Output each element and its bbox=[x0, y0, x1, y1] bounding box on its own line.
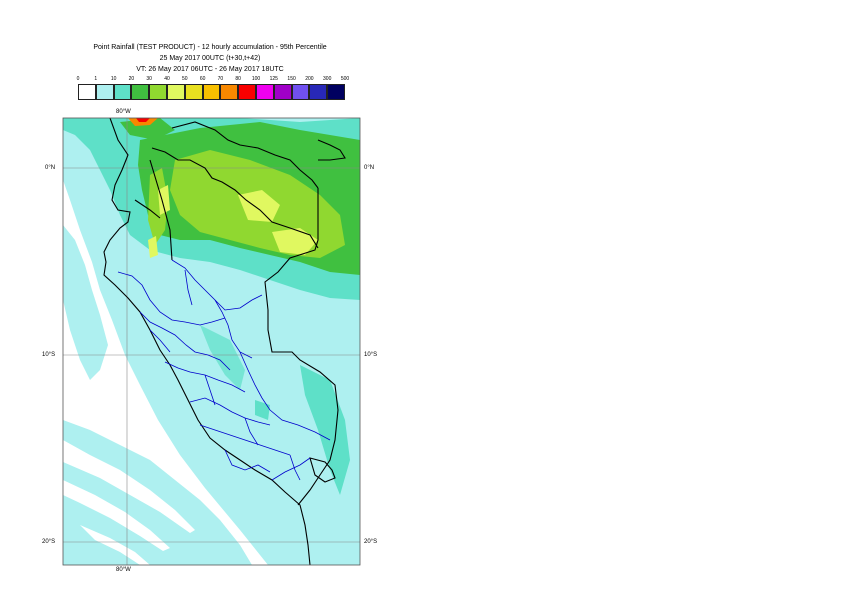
rain-field-yellow bbox=[148, 185, 318, 258]
legend-swatch bbox=[220, 84, 239, 100]
legend-threshold-label: 500 bbox=[340, 76, 350, 82]
legend-threshold-label: 10 bbox=[110, 76, 117, 82]
legend-threshold-label: 80 bbox=[235, 76, 241, 82]
legend-threshold-label: 1 bbox=[94, 76, 98, 82]
legend-swatch bbox=[78, 84, 96, 100]
title-line-2: 25 May 2017 00UTC (t+30,t+42) bbox=[159, 55, 261, 62]
legend-threshold-label: 125 bbox=[269, 76, 278, 82]
legend-threshold-label: 150 bbox=[287, 76, 296, 82]
lat-label-0-left: 0°N bbox=[45, 165, 56, 171]
region-boundaries bbox=[117, 259, 331, 481]
graticule bbox=[63, 118, 360, 565]
lon-label-top: 80°W bbox=[116, 109, 131, 115]
legend-threshold-label: 100 bbox=[251, 76, 261, 82]
legend-threshold-label: 50 bbox=[182, 76, 188, 82]
lat-label-0-right: 0°N bbox=[364, 165, 375, 171]
legend-swatch bbox=[131, 84, 150, 100]
legend-threshold-label: 0 bbox=[76, 76, 80, 82]
legend-swatch bbox=[149, 84, 167, 100]
legend-swatch bbox=[327, 84, 345, 100]
legend-swatch bbox=[113, 84, 132, 100]
lon-label-bottom: 80°W bbox=[116, 567, 131, 573]
legend-swatch bbox=[238, 84, 256, 100]
ocean-streaks bbox=[63, 360, 195, 565]
legend-swatch bbox=[256, 84, 274, 100]
lat-label-10-right: 10°S bbox=[364, 352, 378, 358]
legend-threshold-label: 60 bbox=[199, 76, 206, 82]
map-frame bbox=[62, 117, 361, 566]
legend-swatch bbox=[184, 84, 203, 100]
legend-threshold-label: 70 bbox=[217, 76, 224, 82]
rain-field-hot bbox=[128, 118, 158, 126]
legend-swatch bbox=[202, 84, 221, 100]
title-line-1: Point Rainfall (TEST PRODUCT) - 12 hourl… bbox=[93, 44, 327, 51]
legend-threshold-label: 200 bbox=[305, 76, 314, 82]
lat-label-20-left: 20°S bbox=[42, 539, 56, 545]
legend-threshold-label: 30 bbox=[146, 76, 152, 82]
legend-threshold-label: 20 bbox=[128, 76, 135, 82]
lat-label-20-right: 20°S bbox=[364, 539, 378, 545]
legend-swatch bbox=[309, 84, 328, 100]
legend-swatch bbox=[167, 84, 185, 100]
title-line-3: VT: 26 May 2017 06UTC - 26 May 2017 18UT… bbox=[136, 66, 284, 73]
legend-swatch bbox=[291, 84, 310, 100]
lat-label-10-left: 10°S bbox=[42, 352, 56, 358]
legend-swatch bbox=[95, 84, 114, 100]
legend-swatch bbox=[273, 84, 292, 100]
legend-threshold-label: 300 bbox=[323, 76, 332, 82]
legend-threshold-label: 40 bbox=[164, 76, 170, 82]
